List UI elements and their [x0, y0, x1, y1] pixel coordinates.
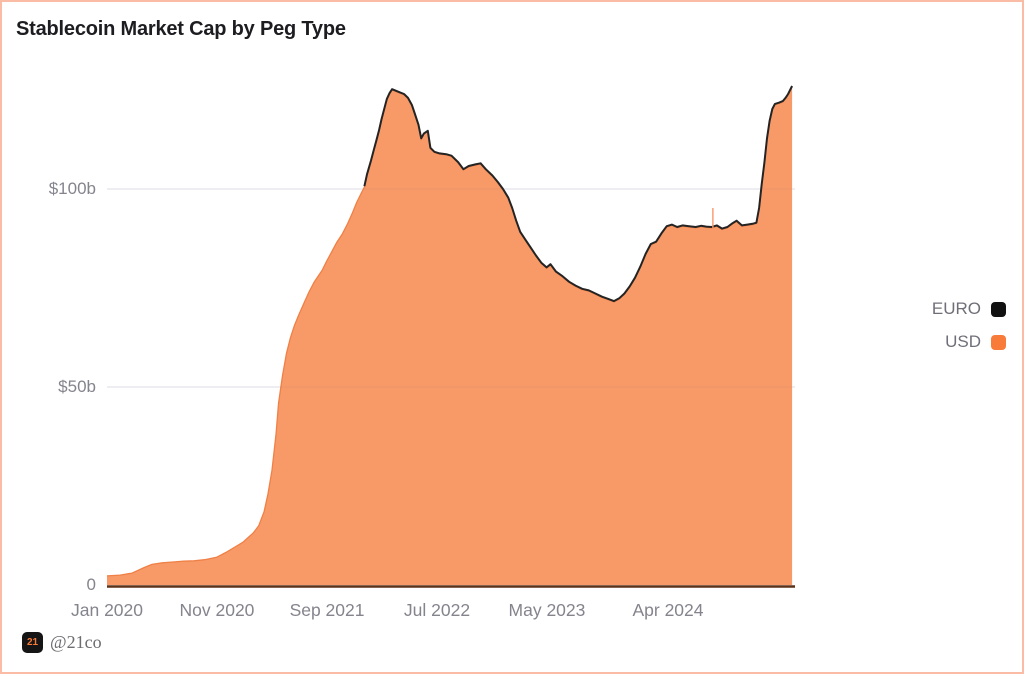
x-tick-label: Jul 2022 [403, 600, 471, 620]
legend: EURO USD [932, 299, 1006, 352]
legend-item-euro[interactable]: EURO [932, 299, 1006, 319]
y-tick-label: $100b [48, 179, 96, 198]
21co-logo-icon: 21 [22, 632, 43, 653]
x-tick-label: Apr 2024 [632, 600, 704, 620]
legend-item-usd[interactable]: USD [945, 332, 1006, 352]
legend-swatch-usd [991, 334, 1006, 350]
usd-area [107, 86, 793, 586]
stacked-area-chart [106, 85, 795, 588]
legend-label-euro: EURO [931, 299, 981, 318]
legend-swatch-euro [991, 301, 1006, 317]
y-tick-label: $50b [58, 377, 96, 396]
x-tick-label: Jan 2020 [70, 600, 144, 620]
y-tick-label: 0 [86, 575, 96, 594]
legend-label-usd: USD [945, 332, 981, 351]
x-tick-label: May 2023 [508, 600, 586, 620]
brand-handle: @21co [50, 632, 102, 652]
x-tick-label: Sep 2021 [289, 600, 365, 620]
euro-area-line [363, 85, 793, 303]
brand-footer: 21 @21co [22, 632, 102, 653]
chart-title: Stablecoin Market Cap by Peg Type [16, 18, 346, 40]
x-tick-label: Nov 2020 [179, 600, 255, 620]
